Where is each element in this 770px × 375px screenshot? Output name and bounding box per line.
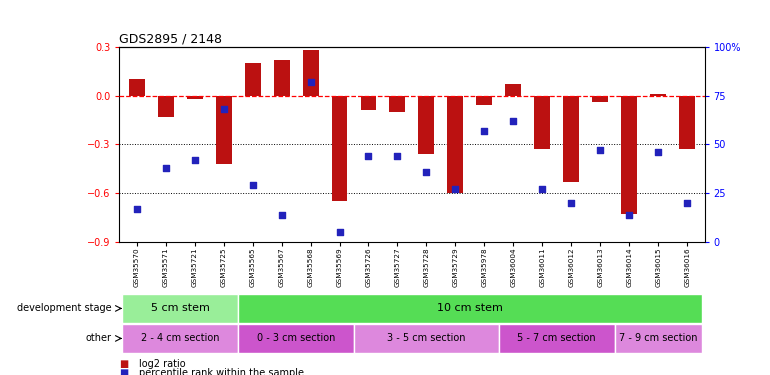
Bar (273, 60, 290, 96)
Point (420, 169, 433, 175)
Point (159, 165, 172, 171)
Point (536, 186, 548, 192)
Point (652, 149, 665, 155)
Point (391, 153, 403, 159)
Point (594, 147, 607, 153)
Point (449, 186, 461, 192)
Bar (390, 96, 406, 112)
Bar (499, 324, 614, 352)
Point (623, 211, 635, 217)
Text: log2 ratio: log2 ratio (139, 359, 186, 369)
Bar (245, 63, 260, 96)
Bar (238, 294, 701, 322)
Point (507, 118, 520, 124)
Bar (332, 96, 347, 201)
Bar (186, 96, 203, 99)
Bar (360, 96, 377, 110)
Text: 5 cm stem: 5 cm stem (151, 303, 209, 313)
Bar (129, 80, 145, 96)
Text: development stage: development stage (17, 303, 112, 313)
Bar (122, 324, 238, 352)
Text: 3 - 5 cm section: 3 - 5 cm section (387, 333, 466, 344)
Text: 7 - 9 cm section: 7 - 9 cm section (619, 333, 698, 344)
Text: percentile rank within the sample: percentile rank within the sample (139, 368, 303, 375)
Point (304, 79, 316, 85)
Bar (216, 96, 232, 164)
Bar (564, 96, 579, 182)
Text: 2 - 4 cm section: 2 - 4 cm section (141, 333, 219, 344)
Text: 0 - 3 cm section: 0 - 3 cm section (257, 333, 335, 344)
Point (276, 211, 288, 217)
Text: 5 - 7 cm section: 5 - 7 cm section (517, 333, 596, 344)
Point (478, 128, 490, 134)
Point (681, 200, 693, 206)
Text: GDS2895 / 2148: GDS2895 / 2148 (119, 33, 223, 46)
Bar (447, 96, 464, 193)
Bar (477, 96, 492, 105)
Bar (650, 94, 666, 96)
Point (217, 106, 229, 112)
Bar (158, 96, 174, 117)
Text: ■: ■ (119, 368, 129, 375)
Point (131, 206, 143, 212)
Text: 10 cm stem: 10 cm stem (437, 303, 503, 313)
Bar (238, 324, 354, 352)
Point (363, 153, 375, 159)
Text: other: other (85, 333, 112, 344)
Point (333, 229, 346, 235)
Bar (621, 96, 638, 214)
Bar (505, 84, 521, 96)
Bar (354, 324, 499, 352)
Point (189, 157, 201, 163)
Bar (303, 50, 319, 96)
Text: ■: ■ (119, 359, 129, 369)
Bar (592, 96, 608, 102)
Bar (534, 96, 551, 149)
Bar (679, 96, 695, 149)
Point (565, 200, 578, 206)
Bar (614, 324, 701, 352)
Bar (418, 96, 434, 154)
Bar (122, 294, 238, 322)
Point (246, 182, 259, 188)
